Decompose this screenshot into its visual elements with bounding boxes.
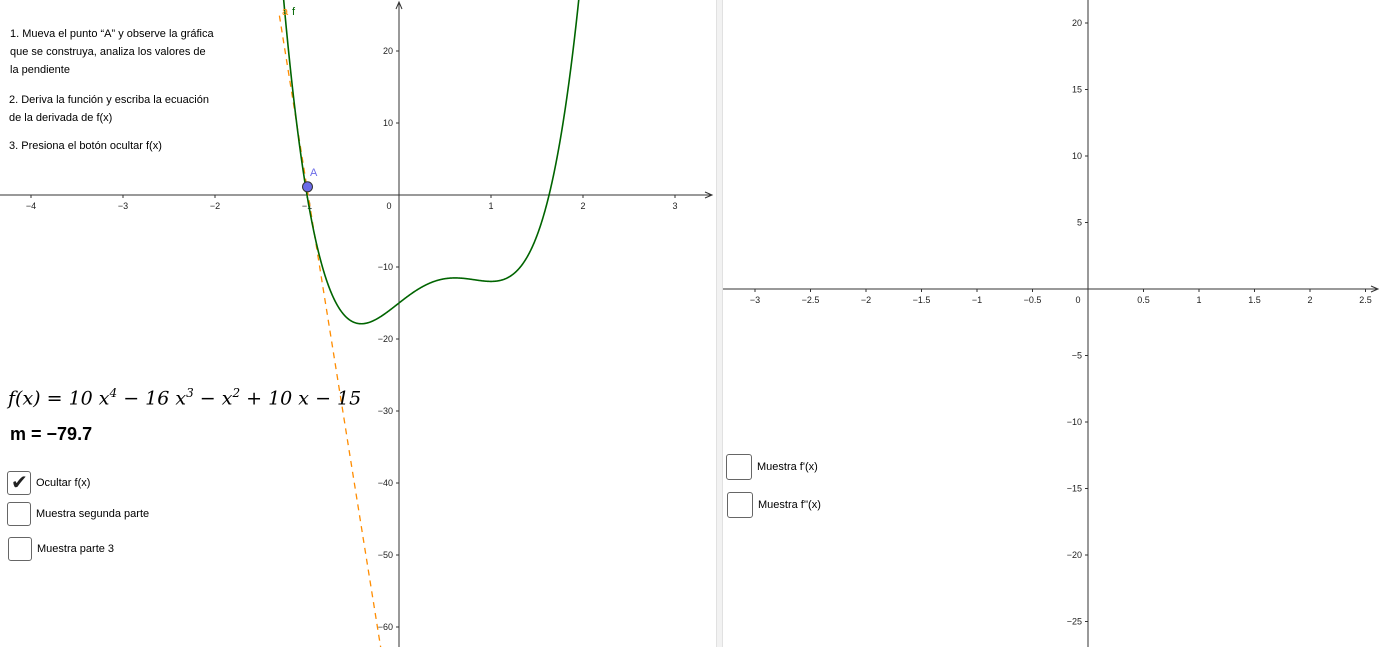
x-tick-label: 3 — [672, 201, 677, 211]
instruction-2-line-1: 2. Deriva la función y escriba la ecuaci… — [9, 94, 209, 106]
view-divider[interactable] — [716, 0, 723, 647]
checkbox-box[interactable]: ✔ — [7, 471, 31, 495]
y-tick-label: −5 — [1072, 351, 1082, 361]
axes — [723, 0, 1380, 647]
instruction-3-line-1: 3. Presiona el botón ocultar f(x) — [9, 140, 162, 152]
y-tick-label: −20 — [1067, 550, 1082, 560]
x-tick-label: 1 — [1196, 295, 1201, 305]
checkbox-ocultar-fx[interactable]: ✔ Ocultar f(x) — [7, 471, 90, 495]
curve-label: f — [292, 6, 296, 18]
instruction-1-line-3: la pendiente — [10, 64, 70, 76]
checkbox-label: Muestra segunda parte — [36, 508, 150, 520]
y-tick-label: −25 — [1067, 617, 1082, 627]
x-tick-label: −1 — [972, 295, 982, 305]
x-tick-label: 0 — [1075, 295, 1080, 305]
x-tick-label: 2 — [1307, 295, 1312, 305]
checkbox-label: Ocultar f(x) — [36, 477, 91, 489]
formula-part: f(x) = 10 x — [8, 387, 110, 410]
y-tick-label: 20 — [1072, 18, 1082, 28]
x-tick-label: −1 — [302, 201, 312, 211]
slope-number: −79.7 — [46, 424, 93, 444]
x-tick-label: −0.5 — [1024, 295, 1042, 305]
x-tick-label: 0 — [386, 201, 391, 211]
checkbox-box[interactable] — [726, 454, 752, 480]
graph-canvas-2[interactable]: −3 −2.5 −2 −1.5 −1 −0.5 0 0.5 1 1.5 2 2.5 20 15 10 5 −5 −… — [723, 0, 1382, 647]
slope-equals: = — [26, 424, 47, 444]
slope-label: m — [10, 424, 27, 444]
y-tick-label: 10 — [1072, 151, 1082, 161]
y-tick-label: −15 — [1067, 484, 1082, 494]
checkbox-box[interactable] — [7, 502, 31, 526]
formula-exponent: 2 — [232, 386, 241, 400]
x-tick-label: 2 — [580, 201, 585, 211]
y-tick-label: −50 — [378, 550, 393, 560]
graphics-view-2[interactable]: −3 −2.5 −2 −1.5 −1 −0.5 0 0.5 1 1.5 2 2.5 20 15 10 5 −5 −… — [723, 0, 1382, 647]
y-tick-label: −20 — [378, 334, 393, 344]
graphics-view-1[interactable]: −4 −3 −2 −1 0 1 2 3 20 10 −10 −20 −30 −40 −50 −60 a f A… — [0, 0, 716, 647]
axis-ticks: −3 −2.5 −2 −1.5 −1 −0.5 0 0.5 1 1.5 2 2.5 20 15 10 5 −5 −… — [750, 18, 1372, 627]
y-tick-label: −40 — [378, 478, 393, 488]
function-curve — [282, 0, 580, 325]
instruction-3: 3. Presiona el botón ocultar f(x) — [9, 137, 162, 155]
y-tick-label: −10 — [378, 262, 393, 272]
y-tick-label: 10 — [383, 118, 393, 128]
instruction-1: 1. Mueva el punto “A” y observe la gráfi… — [10, 25, 214, 79]
instruction-1-line-1: 1. Mueva el punto “A” y observe la gráfi… — [10, 28, 214, 40]
x-tick-label: −4 — [26, 201, 36, 211]
x-tick-label: −3 — [118, 201, 128, 211]
y-tick-label: 20 — [383, 46, 393, 56]
formula-exponent: 3 — [186, 386, 194, 400]
checkbox-muestra-segunda-parte[interactable]: Muestra segunda parte — [7, 502, 149, 526]
formula-part: − 16 x — [117, 387, 187, 410]
x-tick-label: 1.5 — [1248, 295, 1261, 305]
x-tick-label: −1.5 — [913, 295, 931, 305]
x-tick-label: 1 — [488, 201, 493, 211]
y-tick-label: 15 — [1072, 85, 1082, 95]
checkbox-muestra-f-prime[interactable]: Muestra f'(x) — [726, 454, 818, 480]
x-tick-label: 0.5 — [1137, 295, 1150, 305]
function-formula: f(x) = 10 x4 − 16 x3 − x2 + 10 x − 15 — [8, 386, 361, 409]
checkbox-box[interactable] — [727, 492, 753, 518]
y-tick-label: −30 — [378, 406, 393, 416]
checkbox-label: Muestra parte 3 — [37, 543, 115, 555]
checkbox-label: Muestra f'(x) — [757, 461, 818, 473]
instruction-2: 2. Deriva la función y escriba la ecuaci… — [9, 91, 209, 127]
point-a-label: A — [310, 167, 318, 179]
x-tick-label: −3 — [750, 295, 760, 305]
checkmark-icon: ✔ — [11, 472, 28, 494]
point-a[interactable] — [302, 181, 313, 193]
slope-value: m = −79.7 — [10, 424, 92, 445]
checkbox-muestra-parte-3[interactable]: Muestra parte 3 — [8, 537, 114, 561]
x-tick-label: −2 — [861, 295, 871, 305]
formula-part: − x — [193, 387, 233, 410]
y-axis-arrow-icon — [395, 0, 403, 10]
x-tick-label: 2.5 — [1359, 295, 1372, 305]
formula-part: + 10 x − 15 — [240, 387, 362, 410]
x-tick-label: −2.5 — [802, 295, 820, 305]
x-axis-arrow-icon — [704, 191, 714, 199]
formula-exponent: 4 — [109, 386, 118, 400]
y-tick-label: −10 — [1067, 417, 1082, 427]
y-tick-label: −60 — [378, 622, 393, 632]
checkbox-box[interactable] — [8, 537, 32, 561]
checkbox-muestra-f-double-prime[interactable]: Muestra f''(x) — [727, 492, 821, 518]
x-axis-arrow-icon — [1370, 285, 1380, 293]
instruction-2-line-2: de la derivada de f(x) — [9, 112, 113, 124]
x-tick-label: −2 — [210, 201, 220, 211]
instruction-1-line-2: que se construya, analiza los valores de — [10, 46, 206, 58]
checkbox-label: Muestra f''(x) — [758, 499, 821, 511]
y-tick-label: 5 — [1077, 218, 1082, 228]
axes — [0, 0, 714, 647]
tangent-label: a — [282, 6, 289, 18]
